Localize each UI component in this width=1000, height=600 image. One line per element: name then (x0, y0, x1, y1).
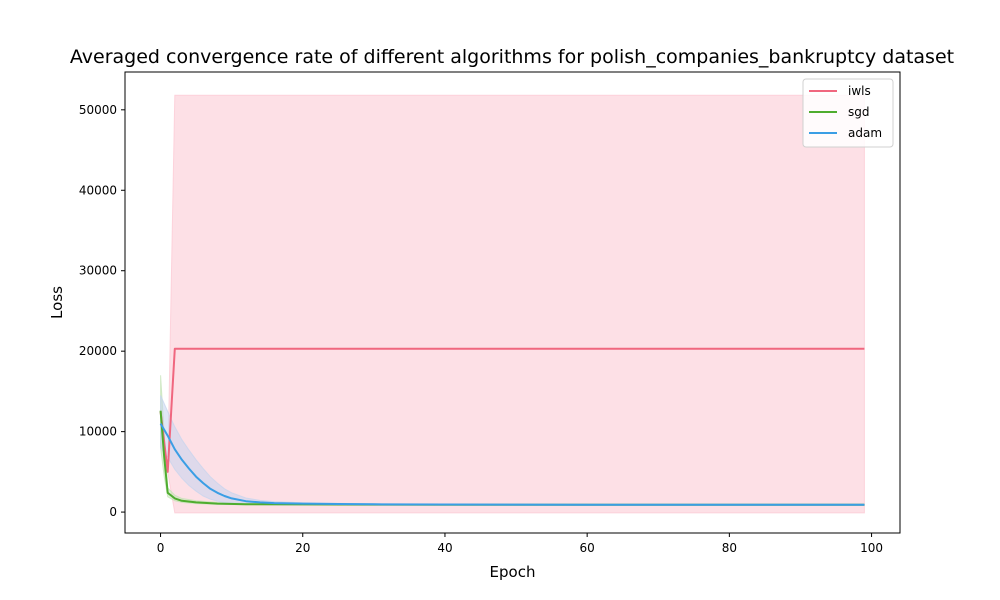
confidence-bands (160, 94, 865, 514)
x-tick-label: 0 (157, 541, 165, 555)
y-axis-ticks: 0 10000 20000 30000 40000 50000 (79, 103, 125, 519)
y-axis-label: Loss (48, 286, 66, 319)
y-tick-label: 30000 (79, 264, 117, 278)
series-lines (159, 347, 865, 506)
y-tick-label: 40000 (79, 183, 117, 197)
legend: iwls sgd adam (802, 78, 894, 148)
x-axis-ticks: 0 20 40 60 80 100 (157, 533, 883, 555)
x-axis-label: Epoch (490, 563, 536, 581)
x-tick-label: 80 (722, 541, 737, 555)
y-tick-label: 20000 (79, 344, 117, 358)
y-tick-label: 10000 (79, 425, 117, 439)
y-tick-label: 50000 (79, 103, 117, 117)
iwls-band (160, 94, 865, 514)
x-tick-label: 60 (580, 541, 595, 555)
adam-line (159, 423, 865, 506)
x-tick-label: 20 (295, 541, 310, 555)
legend-box (802, 78, 894, 148)
x-tick-label: 40 (437, 541, 452, 555)
legend-label-sgd: sgd (848, 105, 870, 119)
legend-label-adam: adam (848, 126, 882, 140)
x-tick-label: 100 (860, 541, 883, 555)
y-tick-label: 0 (109, 505, 117, 519)
plot-area-frame (124, 71, 901, 534)
iwls-line (159, 347, 865, 473)
chart-title: Averaged convergence rate of different a… (70, 46, 954, 68)
legend-label-iwls: iwls (848, 84, 871, 98)
